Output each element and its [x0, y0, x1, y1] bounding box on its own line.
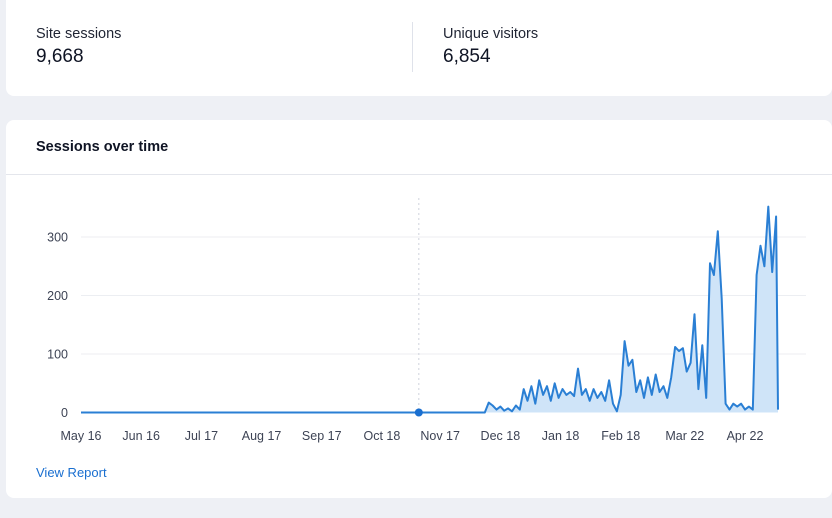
x-tick-label: Dec 18 [481, 429, 521, 443]
y-tick-label: 200 [47, 289, 68, 303]
x-tick-label: Sep 17 [302, 429, 342, 443]
x-tick-label: Apr 22 [727, 429, 764, 443]
x-tick-label: Mar 22 [665, 429, 704, 443]
x-tick-label: May 16 [61, 429, 102, 443]
hover-marker-point[interactable] [414, 408, 423, 417]
x-tick-label: Oct 18 [364, 429, 401, 443]
sessions-area [81, 206, 778, 413]
stats-card: Site sessions 9,668 Unique visitors 6,85… [6, 0, 832, 96]
site-sessions-value: 9,668 [36, 46, 84, 67]
y-tick-label: 300 [47, 231, 68, 245]
x-tick-label: Feb 18 [601, 429, 640, 443]
y-tick-label: 0 [61, 406, 68, 420]
x-tick-label: Aug 17 [242, 429, 282, 443]
sessions-chart[interactable]: 0 100 200 300 May 16 Jun 16 Jul 17 Aug 17 Sep 17… [6, 120, 832, 460]
x-tick-label: Jul 17 [185, 429, 218, 443]
y-tick-label: 100 [47, 348, 68, 362]
unique-visitors-value: 6,854 [443, 46, 491, 67]
site-sessions-stat: Site sessions 9,668 [36, 26, 121, 68]
x-tick-label: Jan 18 [542, 429, 580, 443]
site-sessions-label: Site sessions [36, 26, 122, 42]
chart-header-divider [6, 174, 832, 175]
chart-title: Sessions over time [36, 139, 169, 155]
stat-divider [412, 22, 413, 72]
x-tick-label: Jun 16 [122, 429, 160, 443]
sessions-chart-card: Sessions over time 0 100 200 300 May 16 Jun 1… [6, 120, 832, 498]
unique-visitors-stat: Unique visitors 6,854 [443, 26, 538, 68]
unique-visitors-label: Unique visitors [443, 26, 539, 42]
sessions-line [81, 205, 779, 414]
x-tick-label: Nov 17 [420, 429, 460, 443]
view-report-link[interactable]: View Report [36, 465, 107, 480]
